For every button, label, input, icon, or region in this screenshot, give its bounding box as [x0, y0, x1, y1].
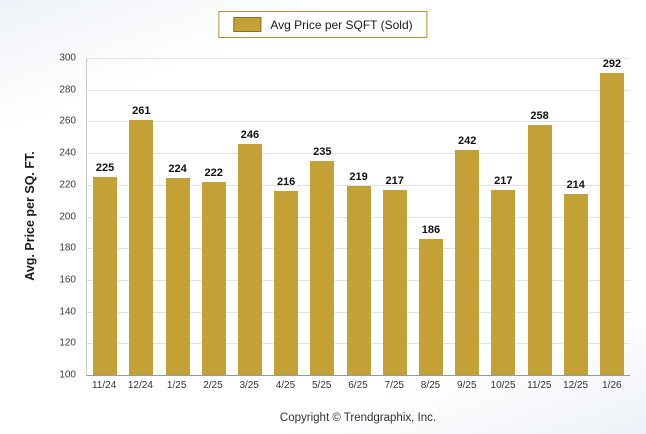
- plot-area: 225 261 224 222 246 216 235 219 217 186 242 217 258 2…: [86, 58, 630, 376]
- bar-value-label: 242: [457, 134, 477, 147]
- y-tick-label: 240: [59, 147, 76, 159]
- bar: [93, 176, 118, 375]
- gridline: [87, 89, 630, 91]
- bar-column: 235: [304, 58, 340, 375]
- y-tick-label: 300: [59, 52, 76, 64]
- gridline: [87, 58, 630, 59]
- bar-column: 261: [123, 58, 159, 375]
- bar: [346, 186, 371, 375]
- x-tick-label: 7/25: [384, 380, 404, 391]
- bar: [310, 161, 335, 375]
- bar-column: 242: [449, 58, 485, 375]
- y-axis-tick-labels: 100 120 140 160 180 200 220 240 260 280 300: [0, 53, 80, 381]
- bar-column: 217: [377, 58, 413, 375]
- bar: [418, 238, 443, 375]
- bar: [599, 73, 624, 375]
- bar-column: 224: [159, 58, 195, 375]
- bar-value-label: 235: [313, 146, 332, 159]
- x-tick-label: 12/25: [563, 380, 589, 391]
- bar-column: 186: [413, 58, 449, 375]
- y-tick-label: 280: [59, 84, 76, 96]
- bar-value-label: 219: [349, 171, 368, 184]
- bar-value-label: 225: [95, 161, 115, 174]
- legend-label: Avg Price per SQFT (Sold): [270, 17, 413, 32]
- y-tick-label: 220: [59, 179, 76, 191]
- bar: [491, 189, 516, 375]
- bar-column: 222: [196, 58, 232, 375]
- bar-value-label: 261: [132, 104, 151, 117]
- x-tick-label: 11/24: [91, 380, 117, 391]
- x-tick-label: 12/24: [127, 380, 153, 391]
- bar: [165, 178, 190, 375]
- x-tick-label: 5/25: [311, 380, 332, 391]
- bar: [274, 191, 299, 375]
- bar-column: 225: [87, 58, 123, 375]
- y-tick-label: 180: [59, 242, 76, 254]
- bar-value-label: 186: [421, 223, 441, 236]
- bar: [455, 149, 480, 375]
- y-tick-label: 120: [59, 337, 76, 349]
- y-tick-label: 140: [59, 306, 76, 318]
- x-tick-label: 8/25: [420, 380, 441, 391]
- x-tick-label: 1/26: [602, 380, 622, 391]
- x-tick-label: 9/25: [457, 380, 477, 391]
- y-tick-label: 200: [59, 211, 76, 222]
- legend-color-swatch: [233, 17, 262, 32]
- bar: [237, 143, 262, 375]
- bar-column: 219: [340, 58, 376, 375]
- x-tick-label: 4/25: [275, 380, 296, 391]
- gridline: [87, 153, 630, 155]
- bar-column: 292: [594, 58, 630, 375]
- x-tick-label: 10/25: [490, 380, 516, 391]
- bar-value-label: 216: [276, 176, 296, 189]
- bar-value-label: 214: [566, 179, 585, 192]
- x-tick-label: 1/25: [166, 380, 187, 391]
- bar-value-label: 217: [385, 174, 404, 187]
- bar-column: 258: [521, 58, 557, 375]
- bar-column: 217: [485, 58, 521, 375]
- bar-value-label: 222: [204, 166, 223, 179]
- gridline: [87, 121, 630, 123]
- bar-value-label: 246: [240, 128, 260, 141]
- bar: [129, 119, 154, 375]
- bar: [527, 124, 552, 375]
- bar-column: 214: [558, 58, 594, 375]
- bar: [201, 181, 226, 375]
- bar-value-label: 217: [494, 174, 513, 187]
- bar-column: 246: [232, 58, 268, 375]
- y-tick-label: 260: [59, 115, 76, 127]
- x-axis-tick-labels: 11/24 12/24 1/25 2/25 3/25 4/25 5/25 6/25 7/25 8/…: [86, 380, 630, 391]
- bar-value-label: 224: [168, 163, 187, 176]
- chart-legend: Avg Price per SQFT (Sold): [218, 11, 428, 38]
- bar-value-label: 292: [602, 58, 622, 70]
- copyright-text: Copyright © Trendgraphix, Inc.: [279, 412, 437, 424]
- gridline: [87, 184, 630, 186]
- x-tick-label: 6/25: [348, 380, 368, 391]
- x-tick-label: 11/25: [527, 380, 552, 391]
- bar: [382, 189, 407, 375]
- bar-series: 225 261 224 222 246 216 235 219 217 186 242 217 258 2…: [87, 58, 630, 375]
- y-tick-label: 160: [59, 274, 76, 286]
- x-tick-label: 3/25: [239, 380, 259, 391]
- x-tick-label: 2/25: [203, 380, 223, 391]
- bar-value-label: 258: [530, 109, 549, 122]
- y-tick-label: 100: [59, 369, 76, 381]
- bar: [563, 194, 588, 375]
- bar-column: 216: [268, 58, 304, 375]
